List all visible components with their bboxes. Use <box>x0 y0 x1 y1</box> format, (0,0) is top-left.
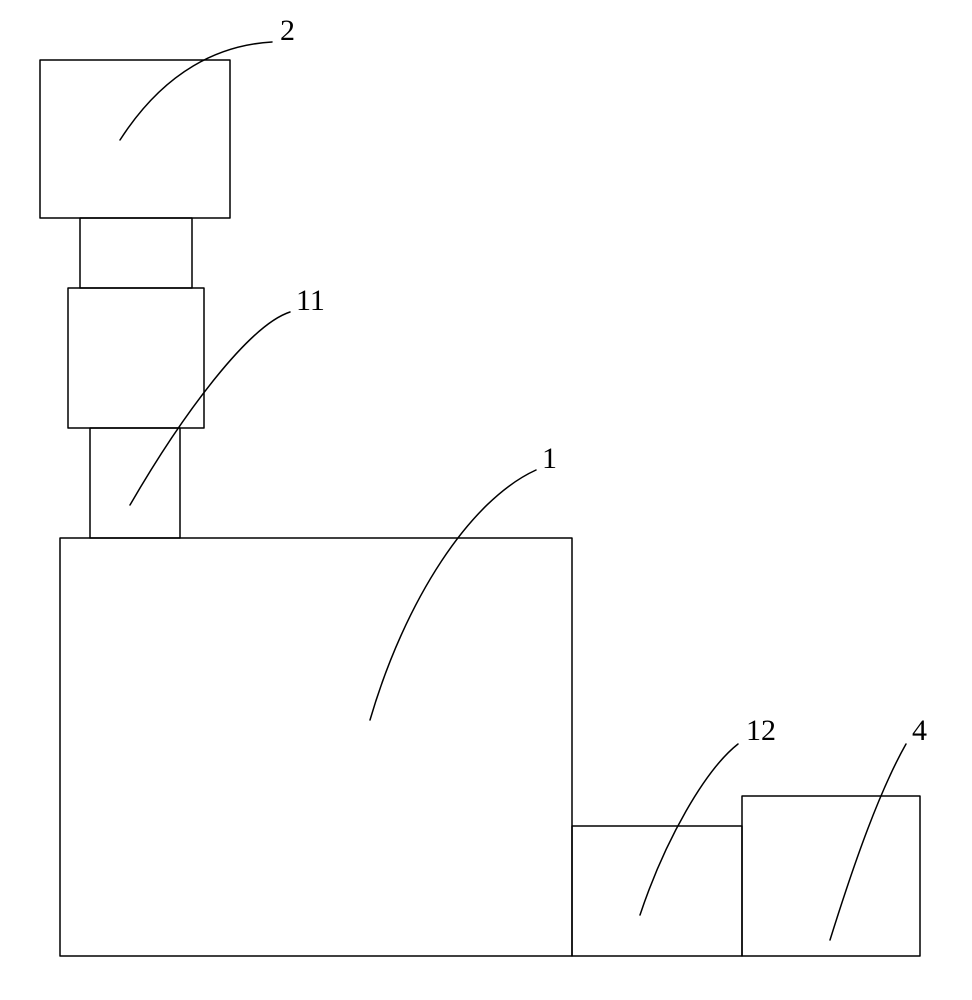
leader-l12 <box>640 744 738 915</box>
label-l2: 2 <box>280 14 295 47</box>
label-l11: 11 <box>296 284 325 317</box>
main-body-rect <box>60 538 572 956</box>
outlet-pipe-rect <box>572 826 742 956</box>
top-box-rect <box>40 60 230 218</box>
leader-l11 <box>130 312 290 505</box>
label-l12: 12 <box>746 714 776 747</box>
leader-l1 <box>370 470 536 720</box>
leader-l2 <box>120 42 272 140</box>
label-l1: 1 <box>542 442 557 475</box>
label-l4: 4 <box>912 714 927 747</box>
neck-upper-rect <box>80 218 192 288</box>
outlet-box-rect <box>742 796 920 956</box>
neck-mid-rect <box>68 288 204 428</box>
leader-l4 <box>830 744 906 940</box>
